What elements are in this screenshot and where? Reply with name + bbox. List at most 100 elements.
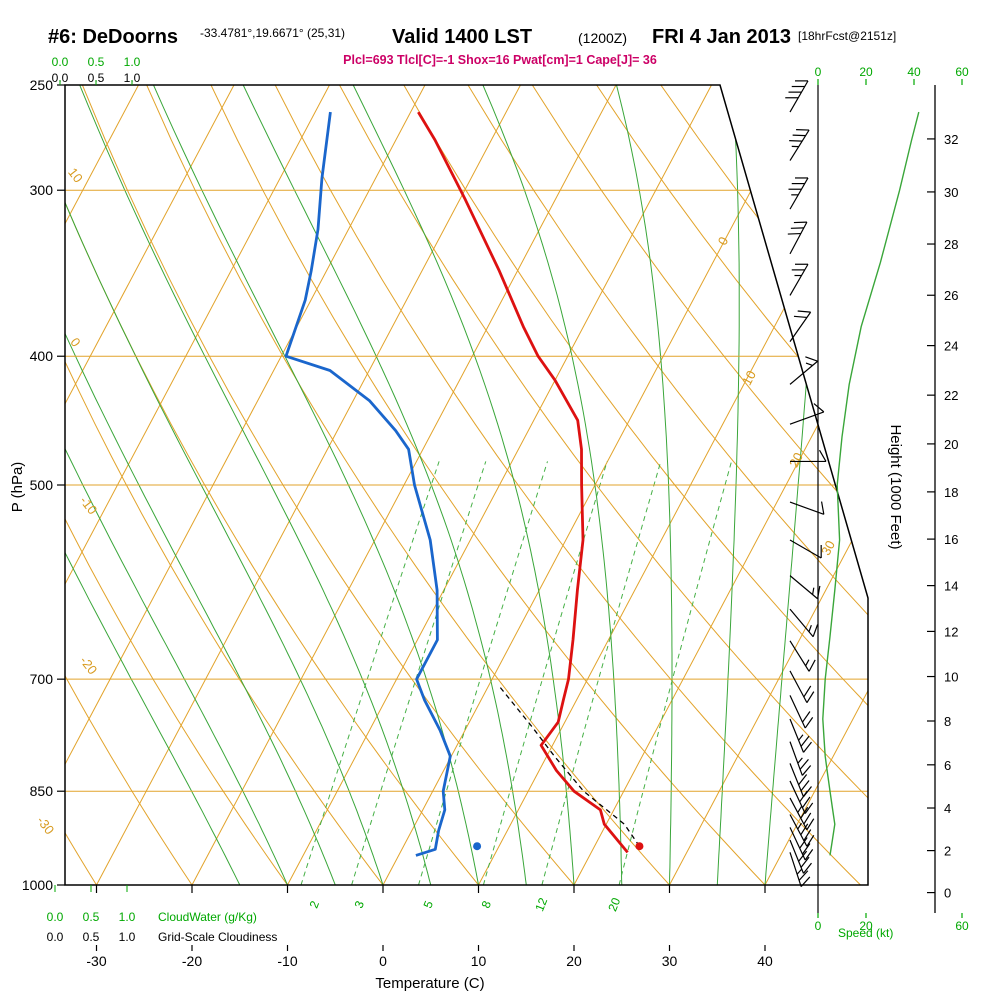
wind-barbs — [785, 80, 827, 887]
moist-adiabat-lines — [65, 85, 827, 885]
speed-axis-label: Speed (kt) — [838, 926, 893, 940]
svg-text:700: 700 — [30, 671, 54, 687]
isotherm-label: 20 — [786, 450, 806, 470]
mixing-ratio-lines — [300, 461, 732, 885]
valid-date: FRI 4 Jan 2013 — [652, 26, 791, 48]
wind-barb — [789, 640, 816, 672]
dry-adiabat-label: -20 — [77, 653, 100, 677]
svg-text:30: 30 — [944, 185, 958, 200]
svg-text:850: 850 — [30, 783, 54, 799]
wind-barb — [789, 797, 815, 831]
svg-text:0.0: 0.0 — [52, 55, 69, 69]
wind-barb — [789, 539, 822, 559]
svg-text:10: 10 — [471, 953, 487, 969]
svg-text:20: 20 — [566, 953, 582, 969]
svg-text:12: 12 — [944, 624, 958, 639]
svg-text:-20: -20 — [182, 953, 202, 969]
wind-barb — [789, 827, 814, 861]
isotherm-label: 0 — [715, 234, 732, 247]
wind-speed-curve — [822, 111, 920, 856]
wind-barb — [789, 356, 818, 385]
svg-text:300: 300 — [30, 182, 54, 198]
svg-text:28: 28 — [944, 237, 958, 252]
isotherm-label: 10 — [739, 368, 759, 388]
temperature-axis-label: Temperature (C) — [375, 975, 484, 992]
valid-time: Valid 1400 LST — [392, 26, 532, 48]
dry-adiabat-label: 10 — [65, 165, 86, 186]
wind-barb — [789, 575, 821, 600]
station-coordinates: -33.4781°,19.6671° (25,31) — [200, 26, 345, 40]
mixing-ratio-label: 3 — [352, 898, 368, 910]
svg-text:40: 40 — [907, 65, 921, 79]
svg-text:1.0: 1.0 — [124, 71, 141, 85]
surface-dewpoint-dot — [473, 842, 482, 851]
wind-barb — [789, 670, 815, 703]
wind-barb — [789, 741, 812, 776]
parcel-path — [499, 686, 640, 847]
wind-barb — [789, 852, 811, 887]
svg-text:500: 500 — [30, 477, 54, 493]
wind-barb — [789, 403, 825, 425]
svg-text:1.0: 1.0 — [119, 910, 136, 924]
svg-text:60: 60 — [955, 919, 969, 933]
svg-text:40: 40 — [757, 953, 773, 969]
wind-panel-layer — [785, 80, 920, 887]
svg-text:6: 6 — [944, 758, 951, 773]
svg-text:4: 4 — [944, 801, 951, 816]
svg-text:0: 0 — [815, 65, 822, 79]
height-axis-label: Height (1000 Feet) — [887, 424, 904, 549]
wind-barb — [789, 718, 812, 753]
cloudiness-label: Grid-Scale Cloudiness — [158, 930, 277, 944]
isobar-lines — [65, 189, 868, 792]
svg-text:60: 60 — [955, 65, 969, 79]
wind-barb — [789, 780, 814, 814]
svg-text:26: 26 — [944, 288, 958, 303]
background-isoline-layer — [65, 85, 868, 885]
wind-barb — [789, 129, 810, 161]
svg-text:0.0: 0.0 — [47, 930, 64, 944]
svg-text:-10: -10 — [277, 953, 297, 969]
surface-temperature-dot — [635, 842, 644, 851]
dry-adiabat-label: -30 — [34, 813, 57, 837]
wind-barb — [789, 310, 812, 342]
svg-text:30: 30 — [662, 953, 678, 969]
svg-text:2: 2 — [944, 844, 951, 859]
svg-text:22: 22 — [944, 388, 958, 403]
wind-barb — [789, 695, 814, 729]
svg-text:1.0: 1.0 — [124, 55, 141, 69]
svg-text:10: 10 — [944, 670, 958, 685]
wind-barb — [789, 501, 825, 515]
svg-text:0.0: 0.0 — [47, 910, 64, 924]
mixing-ratio-label: 8 — [479, 898, 495, 910]
svg-text:0.5: 0.5 — [88, 71, 105, 85]
dry-adiabat-label: 0 — [67, 335, 83, 350]
mixing-ratio-label: 5 — [421, 898, 437, 910]
plot-frame-layer — [64, 84, 869, 886]
svg-text:1.0: 1.0 — [119, 930, 136, 944]
svg-text:250: 250 — [30, 77, 54, 93]
station-title: #6: DeDoorns — [48, 26, 178, 48]
stability-indices: Plcl=693 Tlcl[C]=-1 Shox=16 Pwat[cm]=1 C… — [343, 53, 657, 67]
wind-barb — [788, 177, 809, 210]
wind-barb — [790, 449, 827, 463]
pressure-axis-label: P (hPa) — [9, 462, 26, 513]
svg-text:20: 20 — [859, 919, 873, 933]
valid-zulu: (1200Z) — [578, 30, 627, 46]
svg-text:32: 32 — [944, 132, 958, 147]
forecast-tag: [18hrFcst@2151z] — [798, 29, 896, 43]
wind-barb — [789, 608, 819, 638]
svg-text:0: 0 — [944, 886, 951, 901]
temperature-curve — [417, 111, 629, 854]
svg-text:16: 16 — [944, 532, 958, 547]
isotherm-label: 30 — [818, 538, 838, 558]
svg-text:0.5: 0.5 — [83, 930, 100, 944]
mixing-ratio-label: 12 — [532, 895, 550, 913]
svg-text:20: 20 — [944, 437, 958, 452]
svg-text:0: 0 — [815, 919, 822, 933]
wind-barb — [789, 263, 809, 296]
wind-barb — [789, 839, 812, 874]
svg-text:1000: 1000 — [22, 877, 53, 893]
